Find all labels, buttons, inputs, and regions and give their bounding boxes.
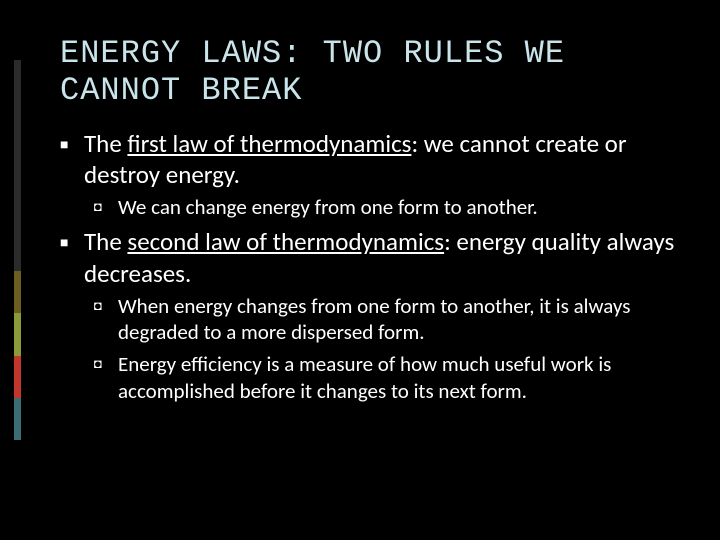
accent-segment: [14, 144, 21, 186]
accent-segment: [14, 60, 21, 102]
bullet-underlined: first law of thermodynamics: [127, 128, 411, 159]
bullet-text: The second law of thermodynamics: energy…: [84, 226, 680, 289]
bullet-subitem: ◘ When energy changes from one form to a…: [94, 293, 680, 346]
accent-segment: [14, 271, 21, 313]
bullet-subitem: ◘ We can change energy from one form to …: [94, 194, 680, 220]
accent-segment: [14, 313, 21, 355]
accent-segment: [14, 102, 21, 144]
bullet-text: The first law of thermodynamics: we cann…: [84, 128, 680, 191]
bullet-subitem: ◘ Energy efficiency is a measure of how …: [94, 351, 680, 404]
bullet-text: When energy changes from one form to ano…: [118, 293, 680, 346]
accent-bar: [14, 60, 21, 440]
accent-segment: [14, 356, 21, 398]
accent-segment: [14, 398, 21, 440]
bullet-item: ■ The second law of thermodynamics: ener…: [60, 226, 680, 289]
bullet-list: ■ The first law of thermodynamics: we ca…: [60, 128, 680, 404]
bullet-marker-icon: ◘: [94, 351, 118, 373]
bullet-prefix: The: [84, 128, 127, 159]
accent-segment: [14, 187, 21, 229]
bullet-marker-icon: ◘: [94, 293, 118, 315]
bullet-prefix: The: [84, 226, 127, 257]
bullet-text: We can change energy from one form to an…: [118, 194, 680, 220]
slide-content: ENERGY LAWS: TWO RULES WE CANNOT BREAK ■…: [60, 36, 680, 410]
bullet-text: Energy efficiency is a measure of how mu…: [118, 351, 680, 404]
bullet-marker-icon: ■: [60, 128, 84, 154]
accent-segment: [14, 229, 21, 271]
bullet-marker-icon: ◘: [94, 194, 118, 216]
bullet-underlined: second law of thermodynamics: [127, 226, 444, 257]
slide-title: ENERGY LAWS: TWO RULES WE CANNOT BREAK: [60, 36, 680, 110]
bullet-item: ■ The first law of thermodynamics: we ca…: [60, 128, 680, 191]
bullet-marker-icon: ■: [60, 226, 84, 252]
